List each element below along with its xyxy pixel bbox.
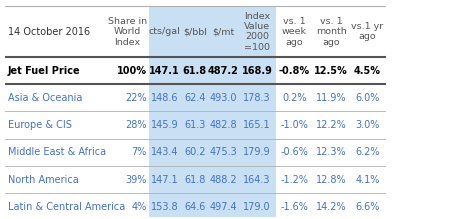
Text: 62.4: 62.4 xyxy=(184,93,205,103)
Bar xyxy=(180,57,209,84)
Text: 4.5%: 4.5% xyxy=(354,65,381,76)
Text: 22%: 22% xyxy=(125,93,147,103)
Bar xyxy=(209,57,238,84)
Bar xyxy=(238,57,276,84)
Text: 0.2%: 0.2% xyxy=(282,93,306,103)
Text: 493.0: 493.0 xyxy=(210,93,237,103)
Text: 39%: 39% xyxy=(126,175,147,185)
Text: 61.8: 61.8 xyxy=(182,65,207,76)
Bar xyxy=(238,193,276,219)
Text: -1.6%: -1.6% xyxy=(280,202,308,212)
Text: cts/gal: cts/gal xyxy=(149,27,181,36)
Text: $/bbl: $/bbl xyxy=(183,27,207,36)
Text: 61.8: 61.8 xyxy=(184,175,205,185)
Bar xyxy=(238,139,276,166)
Bar xyxy=(5,57,385,84)
Text: $/mt: $/mt xyxy=(212,27,235,36)
Bar xyxy=(149,111,180,139)
Bar xyxy=(180,111,209,139)
Text: 6.2%: 6.2% xyxy=(356,147,380,157)
Text: 153.8: 153.8 xyxy=(151,202,178,212)
Bar xyxy=(180,139,209,166)
Text: 7%: 7% xyxy=(131,147,147,157)
Bar xyxy=(5,111,385,139)
Text: 100%: 100% xyxy=(117,65,147,76)
Bar xyxy=(5,193,385,219)
Text: 6.6%: 6.6% xyxy=(356,202,380,212)
Text: 145.9: 145.9 xyxy=(151,120,178,130)
Text: 4%: 4% xyxy=(132,202,147,212)
Bar xyxy=(5,7,385,57)
Text: 178.3: 178.3 xyxy=(243,93,271,103)
Bar xyxy=(209,7,238,57)
Text: 11.9%: 11.9% xyxy=(316,93,346,103)
Text: 6.0%: 6.0% xyxy=(356,93,380,103)
Text: -1.2%: -1.2% xyxy=(280,175,308,185)
Text: 4.1%: 4.1% xyxy=(356,175,380,185)
Bar xyxy=(149,193,180,219)
Bar xyxy=(180,166,209,193)
Bar xyxy=(238,166,276,193)
Text: 165.1: 165.1 xyxy=(243,120,271,130)
Bar xyxy=(209,84,238,111)
Text: vs.1 yr
ago: vs.1 yr ago xyxy=(351,22,383,41)
Text: 12.5%: 12.5% xyxy=(314,65,348,76)
Text: North America: North America xyxy=(8,175,78,185)
Text: 497.4: 497.4 xyxy=(210,202,237,212)
Text: 12.8%: 12.8% xyxy=(316,175,346,185)
Text: Latin & Central America: Latin & Central America xyxy=(8,202,125,212)
Text: Index
Value
2000
=100: Index Value 2000 =100 xyxy=(244,12,270,52)
Bar xyxy=(180,84,209,111)
Bar xyxy=(180,193,209,219)
Text: 168.9: 168.9 xyxy=(242,65,273,76)
Bar xyxy=(5,139,385,166)
Bar xyxy=(149,57,180,84)
Text: 148.6: 148.6 xyxy=(151,93,178,103)
Text: 3.0%: 3.0% xyxy=(356,120,380,130)
Text: -0.8%: -0.8% xyxy=(279,65,310,76)
Bar xyxy=(180,7,209,57)
Text: 60.2: 60.2 xyxy=(184,147,205,157)
Text: 164.3: 164.3 xyxy=(243,175,271,185)
Bar xyxy=(238,111,276,139)
Text: 12.3%: 12.3% xyxy=(316,147,346,157)
Bar xyxy=(149,84,180,111)
Text: 147.1: 147.1 xyxy=(151,175,178,185)
Text: 14.2%: 14.2% xyxy=(316,202,346,212)
Text: 28%: 28% xyxy=(126,120,147,130)
Bar xyxy=(149,7,180,57)
Bar xyxy=(5,84,385,111)
Text: Jet Fuel Price: Jet Fuel Price xyxy=(8,65,80,76)
Text: 12.2%: 12.2% xyxy=(316,120,346,130)
Text: 14 October 2016: 14 October 2016 xyxy=(8,27,90,37)
Text: -0.6%: -0.6% xyxy=(280,147,308,157)
Text: 147.1: 147.1 xyxy=(149,65,180,76)
Text: 475.3: 475.3 xyxy=(210,147,237,157)
Bar xyxy=(149,139,180,166)
Text: 179.9: 179.9 xyxy=(243,147,271,157)
Text: Middle East & Africa: Middle East & Africa xyxy=(8,147,106,157)
Text: -1.0%: -1.0% xyxy=(280,120,308,130)
Text: 64.6: 64.6 xyxy=(184,202,205,212)
Text: 143.4: 143.4 xyxy=(151,147,178,157)
Text: vs. 1
week
ago: vs. 1 week ago xyxy=(282,17,307,47)
Text: Europe & CIS: Europe & CIS xyxy=(8,120,72,130)
Text: Asia & Oceania: Asia & Oceania xyxy=(8,93,82,103)
Bar xyxy=(238,84,276,111)
Bar xyxy=(209,111,238,139)
Text: 488.2: 488.2 xyxy=(210,175,237,185)
Bar xyxy=(209,139,238,166)
Text: Share in
World
Index: Share in World Index xyxy=(108,17,147,47)
Bar xyxy=(209,193,238,219)
Bar xyxy=(238,7,276,57)
Text: 179.0: 179.0 xyxy=(243,202,271,212)
Bar xyxy=(149,166,180,193)
Bar xyxy=(5,166,385,193)
Text: 61.3: 61.3 xyxy=(184,120,205,130)
Text: vs. 1
month
ago: vs. 1 month ago xyxy=(316,17,346,47)
Bar xyxy=(209,166,238,193)
Text: 482.8: 482.8 xyxy=(210,120,237,130)
Text: 487.2: 487.2 xyxy=(208,65,239,76)
